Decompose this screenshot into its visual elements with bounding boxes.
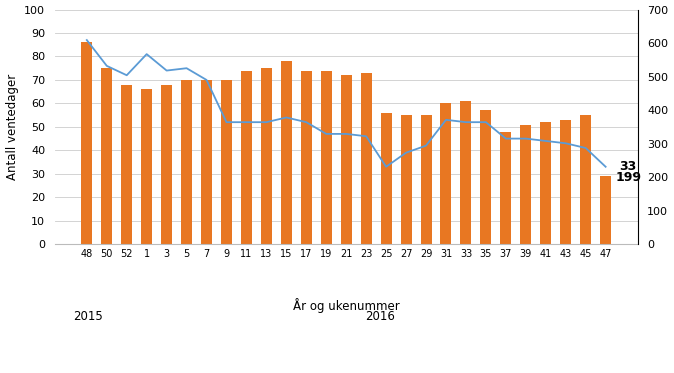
Bar [181, 80, 192, 244]
Bar [460, 101, 471, 244]
Bar [301, 70, 312, 244]
Bar [560, 120, 571, 244]
Bar [201, 80, 212, 244]
Text: 33: 33 [619, 160, 637, 173]
Bar [441, 103, 452, 244]
Bar [221, 80, 232, 244]
Bar [400, 115, 412, 244]
Text: 199: 199 [615, 171, 642, 184]
Bar [361, 73, 371, 244]
Bar [341, 75, 352, 244]
Bar [281, 61, 292, 244]
Bar [261, 68, 272, 244]
Bar [600, 176, 611, 244]
Bar [481, 110, 491, 244]
Bar [82, 43, 92, 244]
Y-axis label: Antall ventedager: Antall ventedager [5, 74, 19, 180]
Bar [580, 115, 591, 244]
Bar [241, 70, 252, 244]
Bar [541, 122, 551, 244]
Text: 2016: 2016 [365, 310, 395, 323]
Bar [141, 89, 152, 244]
Bar [121, 85, 132, 244]
Bar [381, 113, 392, 244]
Text: 2015: 2015 [73, 310, 103, 323]
Bar [520, 125, 531, 244]
Bar [161, 85, 172, 244]
Bar [101, 68, 113, 244]
Bar [421, 115, 431, 244]
Bar [321, 70, 332, 244]
Bar [500, 132, 512, 244]
X-axis label: År og ukenummer: År og ukenummer [293, 298, 400, 313]
